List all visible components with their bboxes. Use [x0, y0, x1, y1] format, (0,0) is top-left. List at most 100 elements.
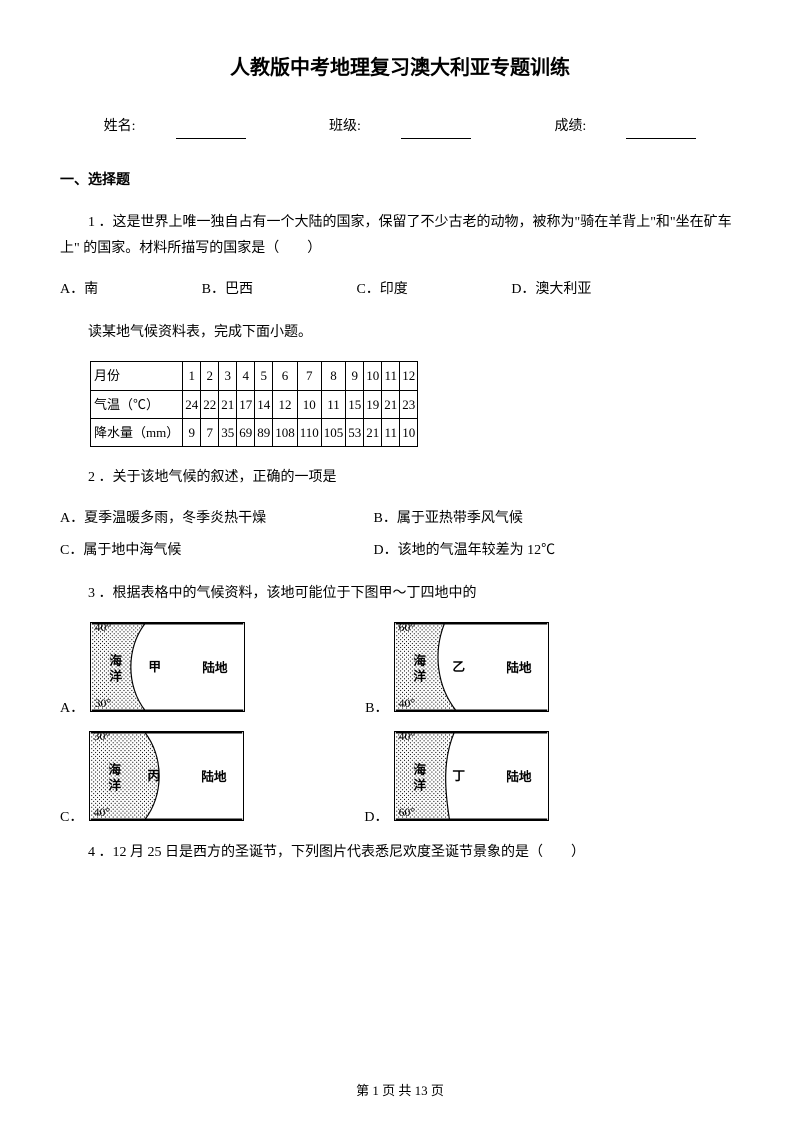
map-diagram: 40° 60° 海 洋 丁 陆地 — [394, 731, 549, 821]
table-cell: 9 — [183, 418, 201, 446]
table-cell: 21 — [382, 390, 400, 418]
svg-text:洋: 洋 — [109, 778, 122, 793]
svg-text:30°: 30° — [95, 697, 112, 710]
table-cell: 8 — [321, 362, 346, 390]
q1-choice-b: B．巴西 — [202, 277, 253, 302]
name-label: 姓名: — [104, 119, 136, 134]
svg-text:乙: 乙 — [453, 660, 466, 674]
table-cell: 19 — [364, 390, 382, 418]
question-1: 1 ．这是世界上唯一独自占有一个大陆的国家，保留了不少古老的动物，被称为"骑在羊… — [60, 210, 740, 260]
svg-text:丁: 丁 — [453, 769, 466, 783]
map-cell: D． 40° 60° 海 洋 丁 陆地 — [364, 731, 549, 830]
svg-text:陆地: 陆地 — [202, 660, 228, 675]
name-blank — [176, 138, 246, 139]
table-header-cell: 气温（℃） — [91, 390, 183, 418]
section-title: 一、选择题 — [60, 167, 740, 192]
table-cell: 35 — [219, 418, 237, 446]
svg-text:洋: 洋 — [414, 669, 427, 684]
score-blank — [626, 138, 696, 139]
table-cell: 53 — [346, 418, 364, 446]
table-header-cell: 月份 — [91, 362, 183, 390]
q1-choice-d: D．澳大利亚 — [511, 277, 591, 302]
table-cell: 22 — [201, 390, 219, 418]
svg-text:海: 海 — [109, 762, 122, 777]
table-cell: 12 — [400, 362, 418, 390]
table-cell: 4 — [237, 362, 255, 390]
intro-2: 读某地气候资料表，完成下面小题。 — [60, 320, 740, 345]
q2-choice-c: C．属于地中海气候 — [60, 538, 370, 563]
table-cell: 69 — [237, 418, 255, 446]
svg-text:陆地: 陆地 — [202, 769, 228, 784]
table-cell: 7 — [297, 362, 321, 390]
table-cell: 2 — [201, 362, 219, 390]
table-cell: 11 — [382, 362, 400, 390]
table-cell: 10 — [400, 418, 418, 446]
question-4: 4 ．12 月 25 日是西方的圣诞节，下列图片代表悉尼欢度圣诞节景象的是（ ） — [60, 840, 740, 865]
score-label: 成绩: — [554, 119, 586, 134]
table-header-cell: 降水量（mm） — [91, 418, 183, 446]
q2-choices-row2: C．属于地中海气候 D．该地的气温年较差为 12℃ — [60, 538, 740, 563]
table-cell: 21 — [219, 390, 237, 418]
climate-table: 月份123456789101112气温（℃）242221171412101115… — [90, 361, 418, 447]
map-choice-label: D． — [364, 805, 388, 830]
maps-row: C． 30° 40° 海 洋 丙 陆地 D． — [60, 731, 740, 830]
table-cell: 10 — [297, 390, 321, 418]
q1-choices: A．南 B．巴西 C．印度 D．澳大利亚 — [60, 277, 740, 302]
svg-text:海: 海 — [109, 653, 122, 668]
svg-text:40°: 40° — [94, 806, 111, 819]
student-info-row: 姓名: 班级: 成绩: — [60, 114, 740, 139]
table-cell: 17 — [237, 390, 255, 418]
table-cell: 12 — [273, 390, 298, 418]
table-cell: 23 — [400, 390, 418, 418]
table-cell: 6 — [273, 362, 298, 390]
q2-choice-d: D．该地的气温年较差为 12℃ — [374, 538, 684, 563]
page-title: 人教版中考地理复习澳大利亚专题训练 — [60, 50, 740, 86]
table-cell: 9 — [346, 362, 364, 390]
map-cell: B． 60° 40° 海 洋 乙 陆地 — [365, 622, 549, 721]
class-blank — [401, 138, 471, 139]
map-choice-label: B． — [365, 696, 388, 721]
map-cell: A． 40° 30° 海 洋 甲 陆地 — [60, 622, 245, 721]
map-cell: C． 30° 40° 海 洋 丙 陆地 — [60, 731, 244, 830]
q1-choice-a: A．南 — [60, 277, 98, 302]
question-3: 3 ．根据表格中的气候资料，该地可能位于下图甲～丁四地中的 — [60, 581, 740, 606]
table-cell: 105 — [321, 418, 346, 446]
svg-text:60°: 60° — [399, 806, 416, 819]
map-diagram: 60° 40° 海 洋 乙 陆地 — [394, 622, 549, 712]
table-cell: 5 — [255, 362, 273, 390]
table-cell: 3 — [219, 362, 237, 390]
class-label: 班级: — [329, 119, 361, 134]
svg-text:陆地: 陆地 — [507, 660, 533, 675]
table-cell: 1 — [183, 362, 201, 390]
map-choice-label: C． — [60, 805, 83, 830]
q2-choices-row1: A．夏季温暖多雨，冬季炎热干燥 B．属于亚热带季风气候 — [60, 506, 740, 531]
maps-row: A． 40° 30° 海 洋 甲 陆地 B． — [60, 622, 740, 721]
question-2: 2 ．关于该地气候的叙述，正确的一项是 — [60, 465, 740, 490]
svg-text:海: 海 — [414, 762, 427, 777]
map-diagram: 40° 30° 海 洋 甲 陆地 — [90, 622, 245, 712]
table-cell: 14 — [255, 390, 273, 418]
table-cell: 24 — [183, 390, 201, 418]
svg-text:洋: 洋 — [109, 669, 122, 684]
table-cell: 15 — [346, 390, 364, 418]
maps-container: A． 40° 30° 海 洋 甲 陆地 B． — [60, 622, 740, 830]
map-diagram: 30° 40° 海 洋 丙 陆地 — [89, 731, 244, 821]
table-cell: 7 — [201, 418, 219, 446]
svg-text:洋: 洋 — [414, 778, 427, 793]
q1-choice-c: C．印度 — [356, 277, 407, 302]
q2-choice-a: A．夏季温暖多雨，冬季炎热干燥 — [60, 506, 370, 531]
table-cell: 11 — [321, 390, 346, 418]
svg-text:40°: 40° — [399, 697, 416, 710]
table-cell: 108 — [273, 418, 298, 446]
q2-choice-b: B．属于亚热带季风气候 — [374, 506, 684, 531]
page-footer: 第 1 页 共 13 页 — [0, 1079, 800, 1102]
svg-text:甲: 甲 — [149, 660, 162, 674]
svg-text:海: 海 — [414, 653, 427, 668]
table-cell: 10 — [364, 362, 382, 390]
table-cell: 89 — [255, 418, 273, 446]
table-cell: 21 — [364, 418, 382, 446]
map-choice-label: A． — [60, 696, 84, 721]
table-cell: 110 — [297, 418, 321, 446]
svg-text:丙: 丙 — [148, 769, 161, 783]
table-cell: 11 — [382, 418, 400, 446]
